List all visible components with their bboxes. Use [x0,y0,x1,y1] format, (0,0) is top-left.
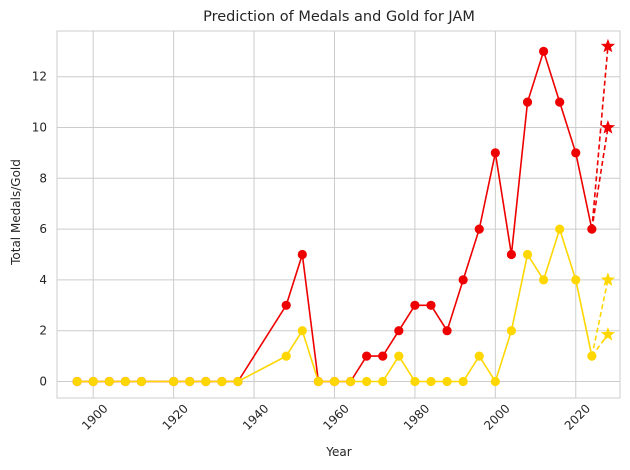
series-1-point [555,224,565,234]
series-0-point [281,300,291,310]
chart-title: Prediction of Medals and Gold for JAM [203,9,475,25]
plot-border [56,30,621,399]
series-0-point [297,249,307,260]
series-1-point [281,351,291,361]
series-1-point [217,376,227,387]
series-1-point [538,275,549,285]
prediction-1-star [600,272,616,286]
series-0-point [522,97,533,107]
series-0-point [442,326,452,336]
prediction-1-dashed-line [591,334,609,357]
y-tick-label: 12 [32,70,47,84]
prediction-0-dashed-line [591,46,609,230]
series-1-point [410,376,420,387]
series-1-point [329,376,340,387]
series-0-point [378,351,388,361]
plot-frame [56,30,621,399]
series-1-point [104,376,114,387]
series-0-point [490,148,500,158]
prediction-0-star [600,120,616,134]
grid-layer [57,31,620,398]
series-0-point [474,224,484,234]
y-tick-label: 2 [39,324,47,338]
series-0-point [555,97,565,107]
series-1-point [233,376,243,387]
x-tick-label: 1920 [160,401,191,432]
y-tick-label: 8 [39,171,47,185]
series-1-point [88,376,98,387]
series-1-line [77,226,593,384]
series-1-point [522,249,533,260]
y-axis-label: Total Medals/Gold [9,159,23,266]
series-0-point [426,300,436,310]
series-1-point [185,376,195,387]
series-1-point [136,376,147,387]
series-1-point [506,326,517,336]
prediction-1-dashed-line [591,279,609,357]
series-0-point [458,275,468,285]
x-axis-label: Year [325,445,351,459]
x-tick-label: 2000 [481,401,512,432]
y-tick-label: 0 [39,374,47,388]
series-1-point [120,376,130,387]
series-1-point [490,376,500,387]
prediction-1-star [600,327,616,341]
series-1-point [297,326,307,336]
series-0-point [410,300,420,310]
x-tick-label: 2020 [562,401,593,432]
y-tick-label: 6 [39,222,47,236]
x-tick-label: 1940 [240,401,271,432]
prediction-0-star [600,38,616,53]
series-1-point [201,376,211,387]
series-layer [72,38,616,387]
x-tick-label: 1960 [320,401,351,432]
series-1-point [442,376,452,387]
series-1-point [474,351,484,361]
series-1-point [345,376,356,387]
series-0-point [538,46,549,56]
series-0-point [506,249,517,260]
series-1-point [169,376,179,387]
series-1-point [313,376,323,387]
series-1-point [362,376,372,387]
series-1-point [378,376,388,387]
series-0-point [394,326,404,336]
series-0-point [571,148,581,158]
x-tick-label: 1980 [401,401,432,432]
series-0-point [362,351,372,361]
series-1-point [458,376,468,387]
prediction-0-dashed-line [591,127,609,230]
y-tick-label: 10 [32,121,47,135]
x-tick-label: 1900 [79,401,110,432]
series-1-point [394,351,404,361]
series-1-point [571,275,581,285]
series-1-point [72,376,82,387]
y-tick-label: 4 [39,273,47,287]
series-1-point [426,376,436,387]
